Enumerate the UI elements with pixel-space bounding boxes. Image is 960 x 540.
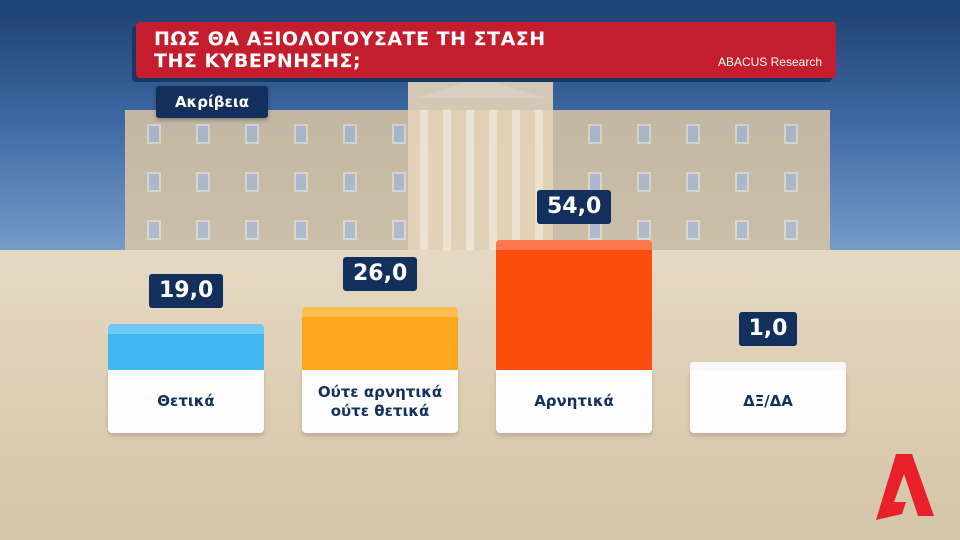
chart-title: ΠΩΣ ΘΑ ΑΞΙΟΛΟΓΟΥΣΑΤΕ ΤΗ ΣΤΑΣΗ ΤΗΣ ΚΥΒΕΡΝ… [154,28,546,72]
category-label-3: Αρνητικά [496,370,652,433]
building-window [588,124,602,144]
building-window [784,124,798,144]
chart-title-line1: ΠΩΣ ΘΑ ΑΞΙΟΛΟΓΟΥΣΑΤΕ ΤΗ ΣΤΑΣΗ [154,28,546,50]
alpha-logo-icon [876,454,934,520]
bar-highlight [302,307,458,318]
building-window [735,220,749,240]
category-label-text: Ούτε αρνητικά ούτε θετικά [318,383,442,421]
portico-column [420,110,428,260]
building-window [343,124,357,144]
building-window [686,172,700,192]
building-window [784,220,798,240]
portico-column [489,110,497,260]
data-label-4: 1,0 [738,312,798,346]
bar-highlight [690,362,846,372]
category-label-line: Αρνητικά [534,392,614,410]
category-label-line: Θετικά [157,392,215,410]
category-label-1: Θετικά [108,370,264,433]
building-window [392,124,406,144]
bar-highlight [108,324,264,335]
building-window [784,172,798,192]
building-window [392,172,406,192]
building-window [294,172,308,192]
portico-column [512,110,520,260]
building-window [735,172,749,192]
category-label-line: ούτε θετικά [330,401,430,420]
building-window [637,124,651,144]
bar-highlight [496,240,652,250]
building-window [588,172,602,192]
data-label-1: 19,0 [149,274,224,309]
data-label-3: 54,0 [537,190,612,224]
building-window [735,124,749,144]
title-banner: ΠΩΣ ΘΑ ΑΞΙΟΛΟΓΟΥΣΑΤΕ ΤΗ ΣΤΑΣΗ ΤΗΣ ΚΥΒΕΡΝ… [136,22,836,78]
bar-1 [108,324,264,370]
building-window [196,220,210,240]
category-label-text: Αρνητικά [534,392,614,411]
building-window [686,124,700,144]
category-label-line: Ούτε αρνητικά [317,382,443,401]
chart-title-line2: ΤΗΣ ΚΥΒΕΡΝΗΣΗΣ; [154,50,362,72]
building-window [245,172,259,192]
portico-column [466,110,474,260]
parliament-portico-backdrop [408,78,553,260]
top-strip [0,0,960,14]
building-window [147,124,161,144]
building-window [196,124,210,144]
building-window [196,172,210,192]
building-window [686,220,700,240]
bar-2 [302,307,458,370]
category-label-line: ΔΞ/ΔΑ [743,392,793,410]
source-label: ABACUS Research [717,55,822,69]
building-window [147,172,161,192]
bar-4 [690,362,846,372]
portico-column [535,110,543,260]
building-window [343,220,357,240]
category-label-4: ΔΞ/ΔΑ [690,370,846,433]
category-label-text: ΔΞ/ΔΑ [743,392,793,411]
building-window [245,124,259,144]
portico-column [443,110,451,260]
building-window [147,220,161,240]
building-window [637,220,651,240]
building-window [245,220,259,240]
building-window [637,172,651,192]
chart-subtitle: Ακρίβεια [156,86,268,118]
building-window [294,124,308,144]
building-window [294,220,308,240]
bar-3 [496,240,652,370]
category-label-2: Ούτε αρνητικά ούτε θετικά [302,370,458,433]
category-label-text: Θετικά [157,392,214,411]
building-window [392,220,406,240]
building-window [343,172,357,192]
data-label-2: 26,0 [343,257,418,292]
